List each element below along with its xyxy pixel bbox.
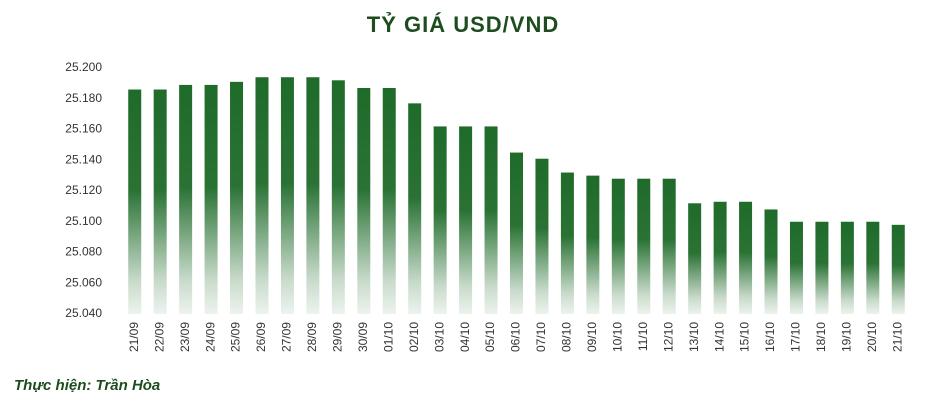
bar: [204, 84, 218, 314]
bar: [560, 172, 574, 314]
x-tick-label: 06/10: [509, 322, 523, 352]
x-tick-label: 29/09: [331, 322, 345, 352]
x-tick-label: 22/09: [152, 322, 166, 352]
bar: [230, 81, 244, 315]
x-tick-label: 18/10: [814, 322, 828, 352]
bar: [280, 77, 294, 314]
bar: [433, 126, 447, 314]
x-tick-label: 07/10: [534, 322, 548, 352]
bar: [179, 84, 193, 314]
bar: [510, 152, 523, 314]
y-tick-label: 25.160: [65, 122, 102, 136]
y-tick-label: 25.100: [65, 214, 102, 228]
x-tick-label: 26/09: [254, 322, 268, 352]
x-tick-label: 15/10: [738, 322, 752, 352]
bar: [459, 126, 473, 314]
bar: [789, 221, 803, 314]
x-tick-label: 10/10: [610, 322, 624, 352]
bar: [611, 178, 625, 314]
bar: [331, 80, 345, 314]
x-tick-label: 30/09: [356, 322, 370, 352]
bar: [815, 221, 829, 314]
y-tick-label: 25.040: [65, 306, 102, 320]
bar: [662, 178, 676, 314]
x-tick-label: 24/09: [203, 322, 217, 352]
x-tick-label: 17/10: [789, 322, 803, 352]
bar: [382, 87, 396, 314]
bar: [255, 77, 269, 314]
y-tick-label: 25.060: [65, 275, 102, 289]
x-tick-label: 01/10: [381, 322, 395, 352]
x-tick-label: 25/09: [229, 322, 243, 352]
bar: [637, 178, 651, 314]
x-tick-label: 16/10: [763, 322, 777, 352]
y-tick-label: 25.120: [65, 183, 102, 197]
x-tick-label: 21/10: [890, 322, 904, 352]
y-tick-label: 25.080: [65, 245, 102, 259]
bar: [586, 175, 600, 314]
x-tick-label: 20/10: [865, 322, 879, 352]
y-tick-label: 25.200: [65, 60, 102, 74]
x-tick-label: 28/09: [305, 322, 319, 352]
bar: [408, 103, 422, 314]
x-tick-label: 04/10: [458, 322, 472, 352]
x-tick-label: 19/10: [840, 322, 854, 352]
bar: [306, 77, 320, 314]
bar: [153, 89, 167, 315]
bar: [840, 221, 854, 314]
bar: [739, 201, 753, 314]
x-tick-label: 11/10: [636, 322, 650, 351]
y-tick-label: 25.180: [65, 91, 102, 105]
credit: Thực hiện: Trần Hòa: [14, 377, 160, 394]
bar: [713, 201, 727, 314]
x-tick-label: 14/10: [712, 322, 726, 352]
x-tick-label: 02/10: [407, 322, 421, 352]
x-tick-label: 23/09: [178, 322, 192, 352]
y-tick-label: 25.140: [65, 152, 102, 166]
x-tick-label: 03/10: [432, 322, 446, 352]
x-tick-label: 08/10: [560, 322, 574, 352]
x-tick-label: 09/10: [585, 322, 599, 352]
bar: [891, 224, 905, 314]
bar: [688, 203, 702, 314]
x-tick-label: 05/10: [483, 322, 497, 352]
bar: [484, 126, 498, 314]
x-tick-label: 13/10: [687, 322, 701, 352]
chart-title: TỶ GIÁ USD/VND: [367, 12, 559, 37]
bar: [764, 209, 778, 314]
bar: [535, 158, 549, 314]
x-tick-label: 12/10: [661, 322, 675, 352]
x-tick-label: 27/09: [280, 322, 294, 352]
x-tick-label: 21/09: [127, 322, 141, 352]
bar: [128, 89, 142, 315]
bar: [357, 87, 371, 314]
bar: [866, 221, 880, 314]
